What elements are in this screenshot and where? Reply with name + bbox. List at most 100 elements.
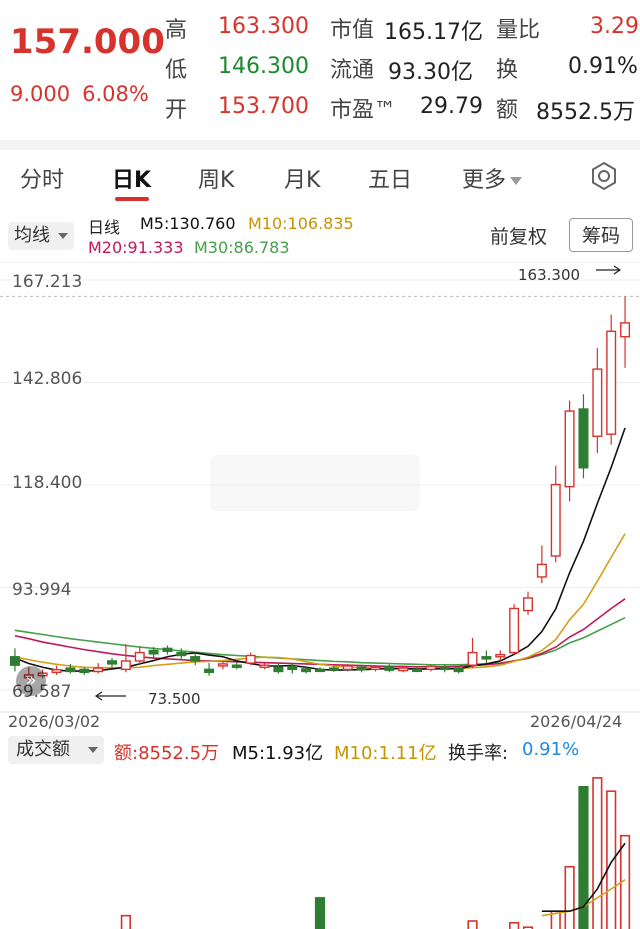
volume-bar — [606, 790, 617, 929]
candle — [370, 665, 381, 672]
tab-daily-k[interactable]: 日K — [112, 168, 152, 193]
tab-five-day[interactable]: 五日 — [368, 168, 413, 193]
y-tick-label: 142.806 — [12, 369, 83, 389]
candle — [481, 650, 492, 664]
candle-body — [384, 665, 395, 671]
volume-ma5-line — [541, 842, 626, 913]
pe-label: 市盈™ — [330, 98, 397, 123]
ma-type-label: 均线 — [14, 225, 50, 246]
start-date-label: 2026/03/02 — [8, 712, 101, 731]
candle-body — [467, 651, 478, 666]
change-percent: 6.08% — [82, 82, 149, 106]
open-value: 153.700 — [218, 94, 309, 119]
candle — [425, 664, 436, 672]
candle — [384, 664, 395, 673]
chevron-down-icon — [510, 177, 523, 185]
last-price: 157.000 — [10, 22, 165, 62]
candle — [453, 666, 464, 674]
volume-chart[interactable] — [0, 766, 640, 929]
expand-icon[interactable]: » — [16, 666, 46, 696]
candle-body — [620, 322, 631, 338]
candle — [204, 663, 215, 676]
active-tab-indicator — [115, 197, 149, 201]
candle — [79, 667, 90, 675]
tab-intraday[interactable]: 分时 — [20, 168, 65, 193]
grid-lines — [0, 262, 640, 713]
candle-body — [578, 408, 589, 469]
max-price-label: 163.300 — [518, 266, 581, 284]
candle-body — [564, 410, 575, 488]
volume-bar — [120, 914, 131, 929]
tab-more[interactable]: 更多 — [462, 162, 523, 194]
period-tabs: 分时 日K 周K 月K 五日 更多 — [0, 152, 640, 204]
ma20-label: M20:91.333 — [88, 238, 184, 257]
volume-bar — [564, 865, 575, 929]
candle-body — [315, 668, 325, 673]
candle-body — [606, 330, 617, 435]
chevron-down-icon — [88, 747, 98, 753]
candle-body — [481, 656, 492, 660]
ma-type-select[interactable]: 均线 — [8, 222, 74, 250]
candle-body — [93, 667, 104, 673]
candle — [148, 647, 159, 659]
y-tick-label: 69.587 — [12, 682, 72, 702]
candle — [51, 665, 62, 675]
candle-body — [9, 656, 20, 666]
change-amount: 9.000 — [10, 82, 71, 106]
volume-ma10: M10:1.11亿 — [334, 743, 437, 764]
candle — [315, 667, 325, 673]
amount-label: 额 — [496, 98, 519, 123]
tab-weekly-k[interactable]: 周K — [198, 168, 235, 193]
min-arrow-head — [94, 691, 103, 701]
volume-ratio-value: 3.29 — [590, 14, 639, 39]
indicator-bar: 均线 日线 M5:130.760 M10:106.835 M20:91.333 … — [0, 210, 640, 265]
candle-body — [370, 666, 381, 671]
min-price-label: 73.500 — [148, 690, 201, 708]
candle-body — [231, 664, 242, 668]
volume-ratio-label: 量比 — [496, 18, 541, 43]
candle-body — [342, 665, 353, 671]
candle-body — [328, 667, 339, 671]
candlestick-chart[interactable] — [0, 262, 640, 732]
watermark — [210, 455, 420, 511]
volume-bar — [578, 785, 589, 929]
candle-body — [79, 668, 90, 674]
volume-bar — [467, 920, 478, 929]
chips-button[interactable]: 筹码 — [569, 218, 633, 252]
candle-body — [439, 666, 450, 671]
candle — [578, 394, 589, 479]
candle-body — [162, 647, 173, 653]
ma5-label: M5:130.760 — [140, 214, 236, 233]
candle — [273, 663, 284, 674]
forward-adjust-button[interactable]: 前复权 — [490, 226, 548, 248]
candle — [134, 646, 145, 666]
open-label: 开 — [165, 98, 188, 123]
volume-amount: 额:8552.5万 — [114, 743, 220, 764]
high-label: 高 — [165, 18, 188, 43]
mcap-label: 市值 — [330, 18, 375, 43]
low-value: 146.300 — [218, 54, 309, 79]
tab-monthly-k[interactable]: 月K — [284, 168, 321, 193]
chevron-down-icon — [58, 233, 68, 239]
y-tick-label: 167.213 — [12, 272, 83, 292]
section-divider — [0, 140, 640, 150]
candle — [342, 663, 353, 672]
candle — [495, 650, 506, 661]
candle — [93, 663, 104, 674]
candle — [328, 666, 339, 672]
gear-icon[interactable] — [588, 160, 620, 192]
candle-body — [592, 368, 603, 437]
low-label: 低 — [165, 58, 188, 83]
candle-body — [259, 664, 270, 668]
candle — [245, 652, 256, 666]
candle-body — [509, 607, 520, 654]
mcap-value: 165.17亿 — [384, 20, 483, 45]
candle-body — [523, 597, 533, 612]
ma30-label: M30:86.783 — [194, 238, 290, 257]
candle — [523, 591, 533, 615]
max-arrow-head — [613, 265, 622, 275]
candle — [9, 648, 20, 672]
candle-body — [120, 660, 131, 671]
candle-body — [176, 651, 187, 657]
volume-type-select[interactable]: 成交额 — [8, 736, 104, 764]
